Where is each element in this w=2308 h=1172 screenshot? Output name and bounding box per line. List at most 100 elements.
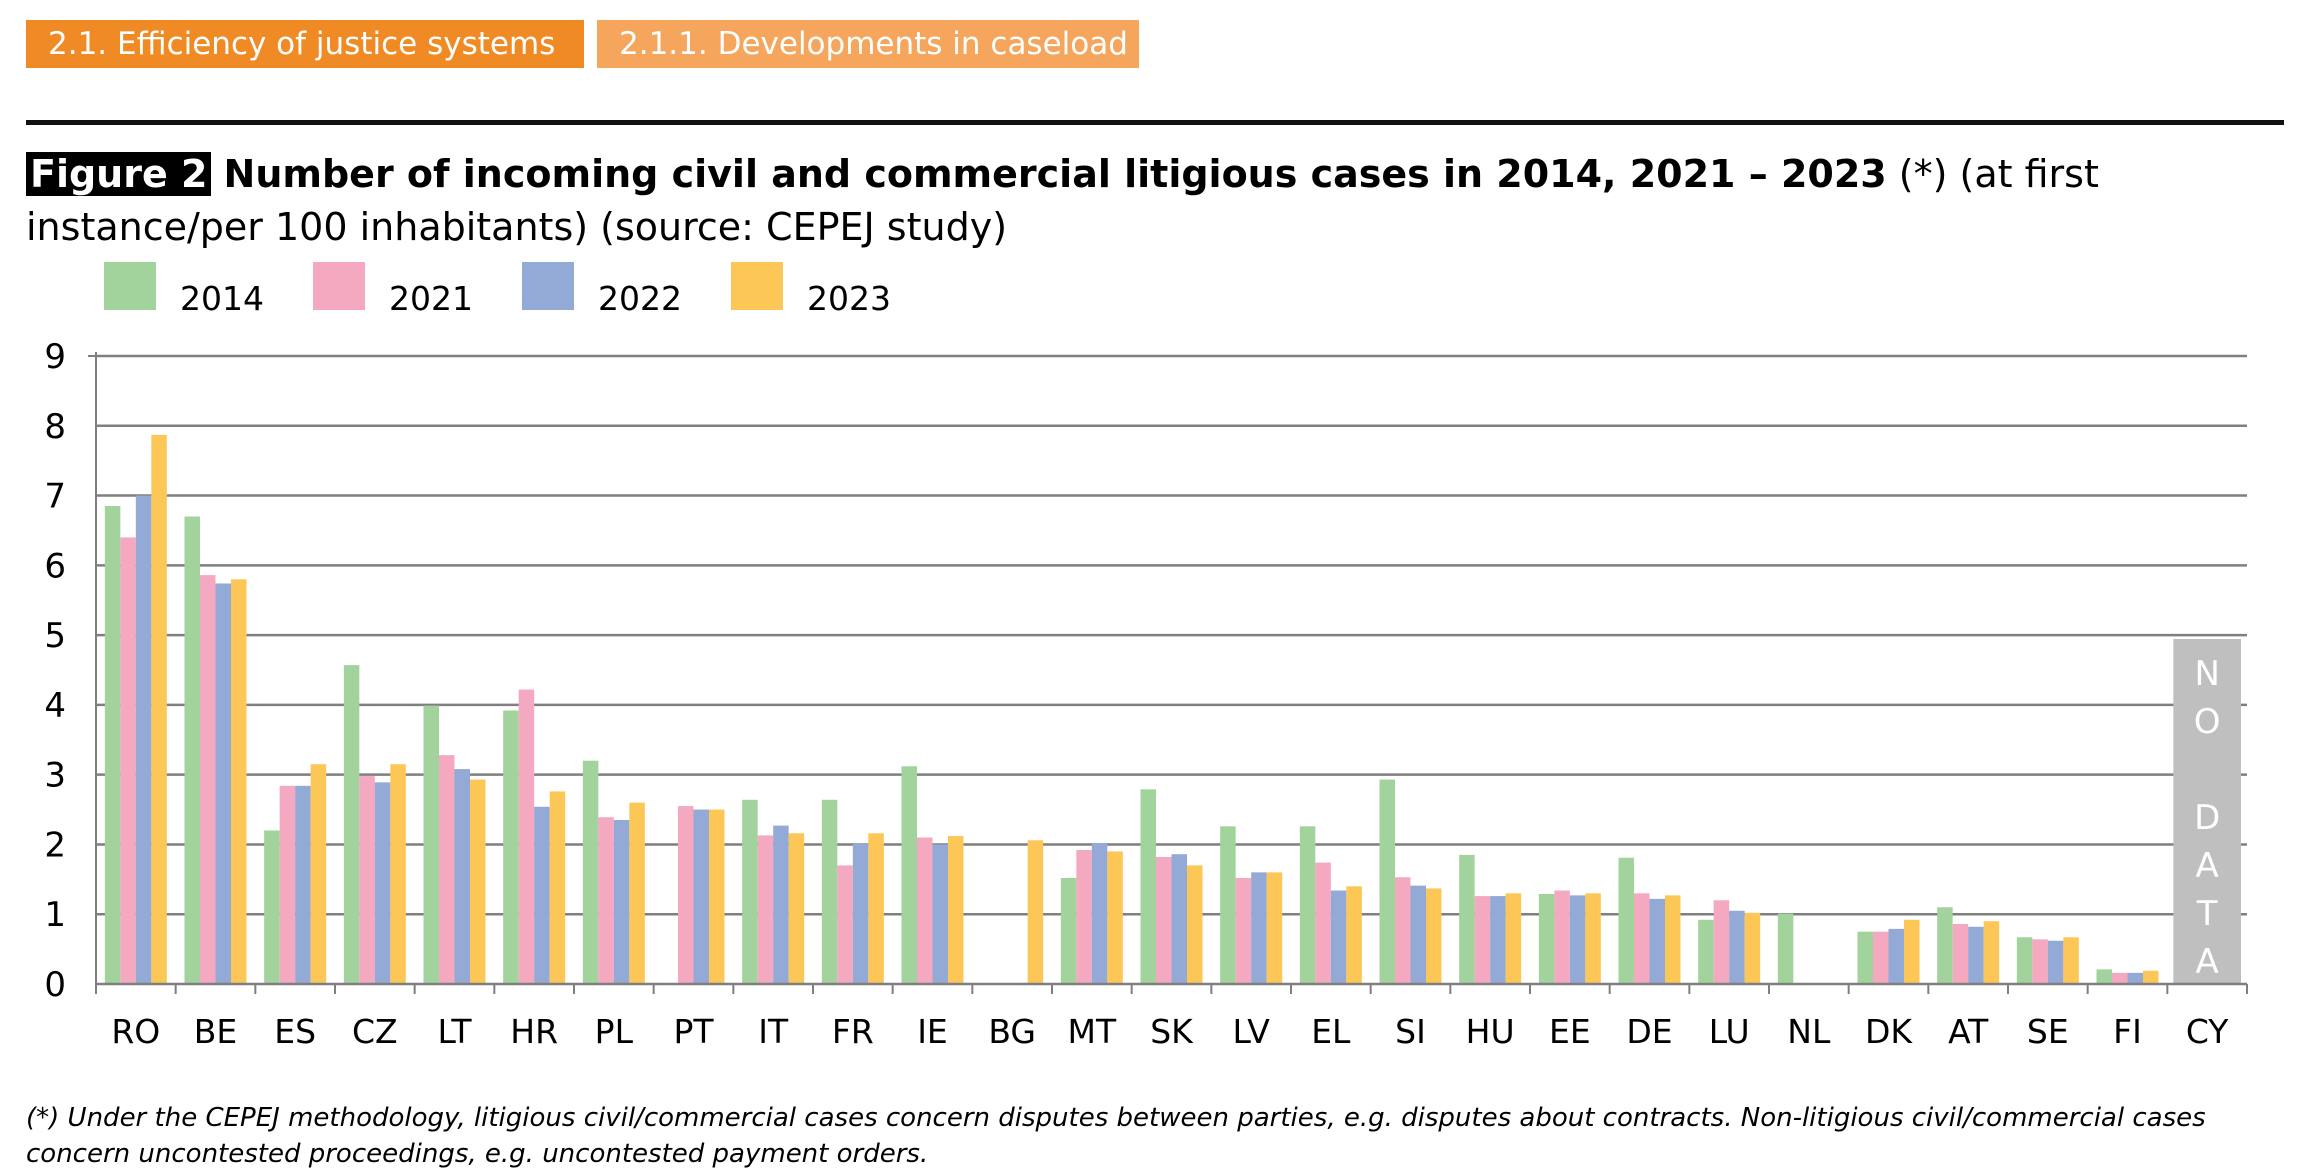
x-tick-label: BE xyxy=(194,1012,238,1051)
y-tick-label: 4 xyxy=(44,686,66,726)
bar-DK-2023 xyxy=(1904,919,1920,984)
legend-swatch-2014 xyxy=(104,262,156,310)
bar-SI-2022 xyxy=(1410,885,1426,984)
bar-CZ-2023 xyxy=(390,764,406,984)
x-tick-label: IE xyxy=(917,1012,948,1051)
bar-MT-2014 xyxy=(1060,877,1077,984)
bar-EE-2021 xyxy=(1554,890,1570,984)
bar-DE-2023 xyxy=(1665,895,1681,984)
bar-ES-2021 xyxy=(279,785,296,984)
bar-FI-2022 xyxy=(2127,972,2143,984)
bar-AT-2021 xyxy=(1952,923,1969,984)
bar-FR-2023 xyxy=(868,833,884,984)
footnote: (*) Under the CEPEJ methodology, litigio… xyxy=(26,1103,2206,1169)
subsection-tab-caseload[interactable]: 2.1.1. Developments in caseload xyxy=(597,20,1139,68)
x-tick-label: BG xyxy=(988,1012,1036,1051)
bar-ES-2014 xyxy=(264,830,280,984)
x-tick-label: PL xyxy=(595,1012,634,1051)
x-tick-label: HU xyxy=(1466,1012,1515,1051)
y-tick-label: 2 xyxy=(44,825,66,865)
x-tick-label: LU xyxy=(1709,1012,1750,1051)
bar-IE-2022 xyxy=(932,844,948,984)
bar-IT-2022 xyxy=(773,825,789,984)
bar-DE-2014 xyxy=(1618,857,1634,984)
bar-LV-2023 xyxy=(1266,872,1283,984)
bar-HU-2022 xyxy=(1490,896,1506,984)
bar-IT-2014 xyxy=(742,799,758,984)
bar-EE-2022 xyxy=(1569,895,1586,984)
bar-LU-2023 xyxy=(1744,912,1761,984)
bar-FR-2021 xyxy=(837,865,853,984)
bar-SK-2022 xyxy=(1171,854,1187,984)
y-tick-label: 6 xyxy=(44,546,66,586)
bar-SE-2022 xyxy=(2047,940,2064,984)
bar-SE-2023 xyxy=(2063,937,2079,984)
x-tick-label: HR xyxy=(510,1012,558,1051)
bar-PL-2023 xyxy=(629,802,645,984)
y-tick-label: 1 xyxy=(44,895,66,935)
bar-HR-2022 xyxy=(534,806,550,984)
bar-SI-2023 xyxy=(1426,888,1442,984)
no-data-letter: A xyxy=(2196,846,2219,886)
bar-LT-2023 xyxy=(470,779,486,984)
bar-BG-2023 xyxy=(1027,840,1044,984)
legend-label-2023: 2023 xyxy=(807,279,891,318)
x-tick-label: IT xyxy=(758,1012,789,1051)
x-tick-label: FR xyxy=(832,1012,874,1051)
x-tick-label: EE xyxy=(1549,1012,1591,1051)
bar-EL-2014 xyxy=(1299,826,1316,984)
y-tick-label: 5 xyxy=(44,616,66,656)
bar-IT-2023 xyxy=(788,833,805,984)
bar-RO-2022 xyxy=(135,495,152,984)
bar-MT-2021 xyxy=(1076,850,1092,984)
bar-FI-2014 xyxy=(2096,969,2112,984)
x-tick-label: LT xyxy=(438,1012,473,1051)
bar-ES-2023 xyxy=(310,764,327,984)
x-tick-label: ES xyxy=(274,1012,316,1051)
bar-BE-2021 xyxy=(200,575,216,984)
bar-AT-2023 xyxy=(1983,921,2000,984)
figure-title-bold: Number of incoming civil and commercial … xyxy=(223,152,1887,196)
bar-IT-2021 xyxy=(757,835,774,984)
bar-PL-2021 xyxy=(598,817,614,984)
bar-SE-2014 xyxy=(2016,937,2033,984)
x-tick-label: LV xyxy=(1232,1012,1270,1051)
bar-HU-2023 xyxy=(1505,893,1522,984)
x-tick-label: CZ xyxy=(352,1012,398,1051)
bar-DK-2021 xyxy=(1873,931,1889,984)
bar-LU-2014 xyxy=(1698,919,1714,984)
section-tab-efficiency[interactable]: 2.1. Efficiency of justice systems xyxy=(26,20,584,68)
figure-label: Figure 2 xyxy=(26,152,212,196)
no-data-letter: T xyxy=(2196,894,2218,934)
x-tick-label: SK xyxy=(1150,1012,1194,1051)
bar-HR-2021 xyxy=(518,689,535,984)
bar-MT-2023 xyxy=(1107,851,1123,984)
bar-LV-2022 xyxy=(1251,872,1267,984)
bar-FR-2014 xyxy=(821,799,838,984)
legend-swatch-2022 xyxy=(522,262,574,310)
bar-CZ-2022 xyxy=(374,782,391,984)
bar-SK-2023 xyxy=(1187,865,1203,984)
y-tick-label: 8 xyxy=(44,407,66,447)
bar-LU-2022 xyxy=(1729,910,1745,984)
figure-title-rest: (*) (at first instance/per 100 inhabitan… xyxy=(26,152,2099,249)
x-tick-label: FI xyxy=(2113,1012,2142,1051)
y-tick-label: 0 xyxy=(44,965,66,1005)
bar-LT-2021 xyxy=(439,755,455,984)
bar-HU-2021 xyxy=(1474,896,1491,984)
bar-LU-2021 xyxy=(1713,900,1730,984)
bar-AT-2022 xyxy=(1968,926,1984,984)
no-data-box xyxy=(2173,639,2241,984)
bar-RO-2021 xyxy=(120,537,136,984)
no-data-letter: D xyxy=(2194,798,2220,838)
bar-DK-2014 xyxy=(1857,931,1873,984)
bar-BE-2014 xyxy=(184,516,200,984)
y-tick-label: 9 xyxy=(44,337,66,377)
bar-SK-2014 xyxy=(1140,789,1156,984)
bar-EE-2014 xyxy=(1538,893,1555,984)
x-tick-label: EL xyxy=(1311,1012,1351,1051)
x-tick-label: AT xyxy=(1948,1012,1989,1051)
bar-PT-2021 xyxy=(678,806,694,984)
bar-LV-2021 xyxy=(1235,877,1252,984)
